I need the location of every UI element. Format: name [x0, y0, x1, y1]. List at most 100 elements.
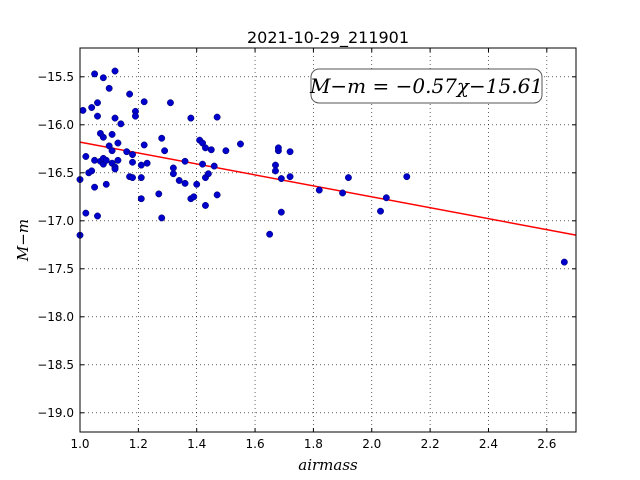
data-point: [140, 141, 148, 149]
data-point: [140, 98, 148, 106]
data-point: [88, 167, 96, 175]
data-point: [339, 189, 347, 197]
plot-frame: [79, 47, 577, 433]
grid-lines: [79, 48, 576, 432]
data-point: [88, 104, 96, 111]
data-point: [382, 194, 390, 202]
y-tick-label: −15.5: [37, 70, 74, 84]
data-point: [210, 162, 218, 170]
data-point: [114, 156, 122, 164]
y-tick-label: −18.0: [37, 310, 74, 324]
data-point: [111, 165, 119, 173]
x-tick-label: 2.2: [421, 437, 440, 451]
data-point: [169, 170, 177, 178]
data-point: [91, 70, 99, 78]
annotation-text: M−m = −0.57χ−15.61: [309, 74, 543, 98]
data-point: [126, 90, 134, 98]
x-tick-label: 1.4: [187, 437, 206, 451]
data-point: [213, 113, 221, 121]
data-point: [169, 164, 177, 172]
data-point: [207, 146, 215, 154]
data-point: [344, 174, 352, 182]
x-tick-label: 1.6: [246, 437, 265, 451]
data-point: [286, 148, 294, 156]
y-tick-label: −19.0: [37, 406, 74, 420]
data-point: [202, 144, 209, 152]
y-axis-label: M−m: [14, 219, 32, 262]
data-point: [181, 157, 189, 165]
data-point: [277, 175, 285, 183]
data-point: [315, 186, 323, 194]
x-tick-label: 2.0: [362, 437, 381, 451]
data-point: [272, 167, 279, 175]
data-point: [190, 193, 198, 201]
data-point: [94, 212, 101, 220]
annotation-box: [310, 68, 543, 104]
data-point: [403, 173, 411, 181]
y-tick-label: −16.5: [37, 166, 74, 180]
data-point: [274, 144, 282, 152]
data-point: [129, 174, 136, 182]
data-point: [560, 258, 568, 266]
x-tick-label: 1.0: [70, 437, 89, 451]
data-point: [175, 177, 183, 184]
data-point: [137, 195, 145, 203]
data-point: [114, 139, 122, 147]
y-tick-label: −17.0: [37, 214, 74, 228]
data-point: [111, 67, 119, 75]
axis-ticks: 1.0 1.2 1.4 1.6 1.8 2.0 2.2 2.4 2.6 −15.5 −16.0 −16…: [37, 48, 576, 451]
data-point: [99, 133, 107, 141]
data-point: [222, 147, 230, 155]
x-tick-label: 2.6: [537, 437, 556, 451]
data-point: [286, 173, 294, 181]
data-point: [123, 148, 131, 156]
data-point: [266, 230, 274, 238]
y-tick-label: −18.5: [37, 358, 74, 372]
data-point: [82, 153, 90, 160]
data-point: [102, 180, 110, 188]
y-tick-label: −16.0: [37, 118, 74, 132]
regression-line: [79, 141, 577, 236]
data-point: [143, 159, 151, 167]
data-point: [204, 170, 212, 178]
chart-title: 2021-10-29_211901: [247, 28, 409, 48]
data-point: [237, 140, 244, 148]
x-tick-label: 2.4: [479, 437, 498, 451]
data-point: [129, 151, 136, 159]
x-axis-label: airmass: [298, 456, 358, 474]
data-point: [94, 99, 101, 107]
data-point: [117, 120, 125, 128]
y-tick-label: −17.5: [37, 262, 74, 276]
data-point: [137, 161, 145, 169]
data-points: [76, 67, 568, 266]
data-point: [187, 114, 195, 122]
data-point: [105, 84, 113, 92]
x-tick-label: 1.8: [304, 437, 323, 451]
data-point: [166, 99, 174, 107]
data-point: [181, 179, 189, 187]
data-point: [158, 214, 166, 222]
data-point: [111, 114, 119, 122]
data-point: [82, 209, 90, 217]
data-point: [202, 201, 209, 209]
fit-annotation: M−m = −0.57χ−15.61: [309, 68, 543, 104]
x-tick-label: 1.2: [129, 437, 148, 451]
data-point: [108, 130, 116, 138]
data-point: [91, 183, 99, 191]
data-point: [199, 160, 206, 168]
data-point: [377, 207, 384, 215]
data-point: [99, 74, 107, 82]
data-point: [277, 208, 285, 216]
fit-line: [79, 141, 577, 236]
data-point: [155, 190, 163, 198]
data-point: [129, 158, 136, 166]
data-point: [102, 156, 110, 164]
data-point: [158, 134, 166, 142]
data-point: [272, 161, 279, 169]
data-point: [79, 106, 87, 114]
data-point: [161, 147, 169, 155]
data-point: [137, 174, 145, 182]
data-point: [131, 112, 139, 120]
data-point: [213, 191, 221, 199]
